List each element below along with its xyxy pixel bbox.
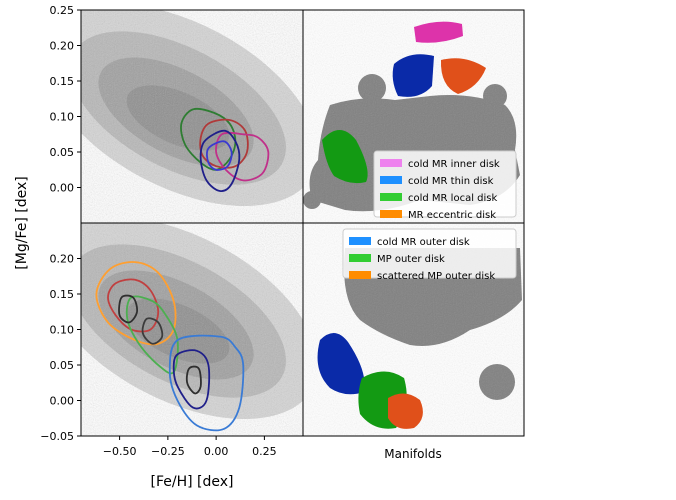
y-tick-label: −0.05 [40, 430, 74, 443]
x-tick-label: −0.25 [151, 445, 185, 458]
legend-label: MR eccentric disk [408, 210, 496, 221]
y-tick-label: 0.15 [50, 75, 75, 88]
legend-swatch [380, 210, 402, 218]
legend-swatch [380, 159, 402, 167]
cluster-scattered-mp-outer-disk [388, 393, 423, 429]
contour-3 [118, 294, 139, 324]
legend-swatch [349, 271, 371, 279]
cluster-cold-mr-local-disk [322, 130, 368, 184]
legend-swatch [380, 193, 402, 201]
contour-2 [215, 131, 270, 182]
contour-1 [199, 118, 249, 169]
y-tick-label: 0.00 [50, 395, 75, 408]
y-tick-label: 0.15 [50, 288, 75, 301]
contour-6 [172, 349, 211, 410]
y-ticks-top: 0.25 0.20 0.15 0.10 0.05 0.00 [50, 4, 81, 195]
legend-swatch [380, 176, 402, 184]
x-tick-label: 0.25 [252, 445, 277, 458]
contour-1 [107, 278, 160, 333]
y-tick-label: 0.10 [50, 324, 75, 337]
contour-group-top [180, 107, 270, 192]
contour-3 [199, 129, 241, 192]
legend-label: scattered MP outer disk [377, 271, 495, 282]
x-axis-label: [Fe/H] [dex] [151, 474, 234, 490]
cluster-cold-mr-outer-disk [317, 332, 365, 395]
contour-7 [185, 365, 202, 395]
density-map-top [81, 10, 303, 223]
y-ticks-bottom: 0.20 0.15 0.10 0.05 0.00 −0.05 [40, 253, 81, 443]
legend-swatch [349, 237, 371, 245]
legend-bottom: cold MR outer disk MP outer disk scattered… [342, 228, 517, 282]
legend-label: cold MR outer disk [377, 237, 470, 248]
y-tick-label: 0.00 [50, 182, 75, 195]
x-ticks: −0.50 −0.25 0.00 0.25 [103, 436, 277, 458]
cluster-cold-mr-inner-disk [414, 21, 463, 43]
y-tick-label: 0.20 [50, 40, 75, 53]
manifolds-label: Manifolds [384, 447, 441, 461]
x-tick-label: −0.50 [103, 445, 137, 458]
x-tick-label: 0.00 [204, 445, 229, 458]
contour-4 [141, 317, 164, 345]
legend-swatch [349, 254, 371, 262]
legend-label: cold MR thin disk [408, 176, 494, 187]
legend-label: cold MR local disk [408, 193, 497, 204]
contour-5 [168, 334, 245, 432]
contour-0 [95, 261, 177, 346]
cluster-cold-mr-thin-disk [392, 54, 434, 97]
legend-box [342, 228, 517, 279]
contour-4 [206, 140, 233, 171]
y-tick-label: 0.10 [50, 111, 75, 124]
y-tick-label: 0.05 [50, 359, 75, 372]
contour-group-bottom [95, 261, 245, 432]
density-map-bottom [81, 223, 303, 436]
legend-label: MP outer disk [377, 254, 445, 265]
y-tick-label: 0.05 [50, 146, 75, 159]
y-tick-label: 0.25 [50, 4, 75, 17]
legend-box [373, 150, 517, 218]
legend-label: cold MR inner disk [408, 159, 500, 170]
y-axis-label: [Mg/Fe] [dex] [14, 176, 30, 269]
y-tick-label: 0.20 [50, 253, 75, 266]
cluster-mr-eccentric-disk [440, 58, 486, 94]
legend-top: cold MR inner disk cold MR thin disk cold … [373, 150, 517, 221]
